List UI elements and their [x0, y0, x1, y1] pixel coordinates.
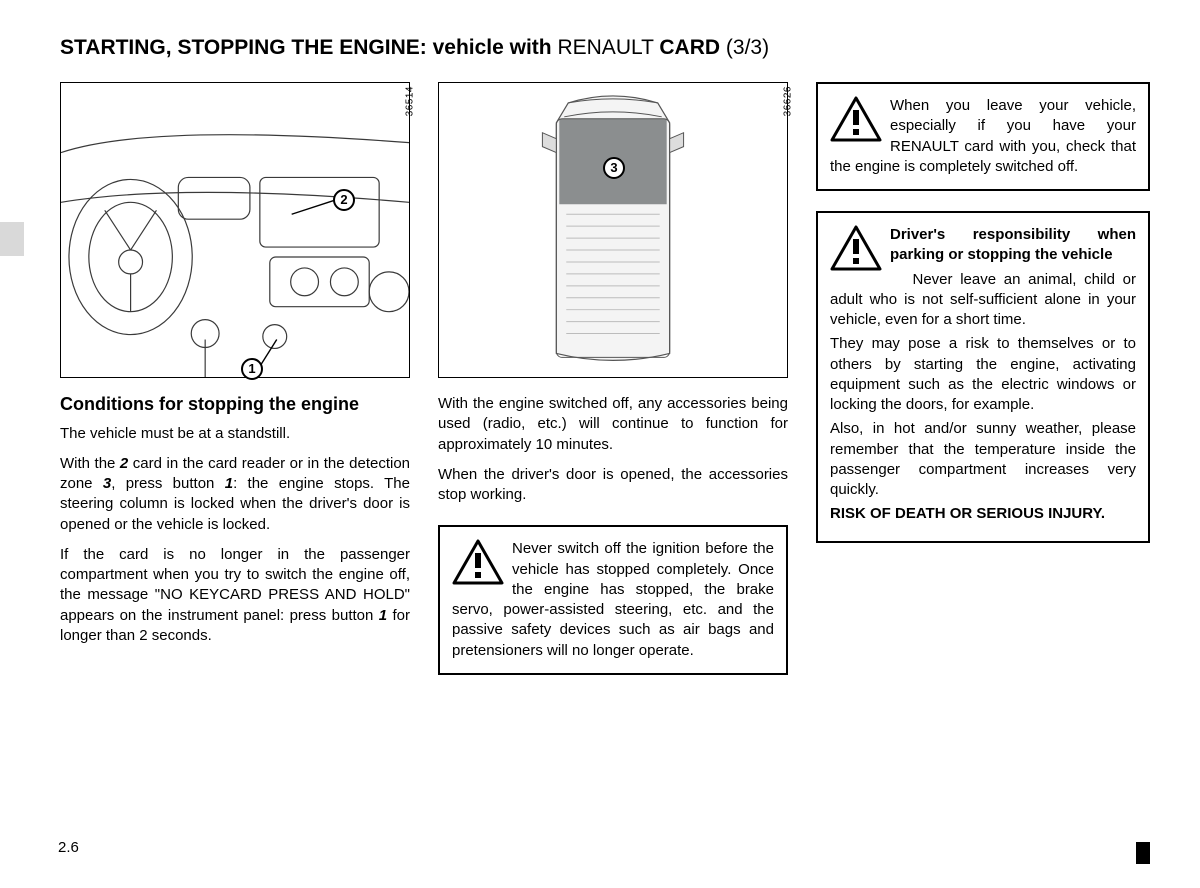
van-top-illustration — [439, 83, 787, 377]
column-3: When you leave your vehicle, especially … — [816, 82, 1150, 675]
title-part-a: STARTING, STOPPING THE ENGINE: vehicle w… — [60, 36, 557, 59]
col1-para-1: The vehicle must be at a standstill. — [60, 424, 410, 444]
warning-box-ignition: Never switch off the ignition before the… — [438, 525, 788, 675]
corner-mark — [1136, 842, 1150, 864]
manual-page: STARTING, STOPPING THE ENGINE: vehicle w… — [0, 0, 1200, 888]
column-1: 36514 — [60, 82, 410, 675]
figure-van-top: 36626 — [438, 82, 788, 378]
figure-dashboard: 36514 — [60, 82, 410, 378]
warning-triangle-icon — [830, 96, 882, 142]
callout-3: 3 — [603, 157, 625, 179]
subheading-conditions: Conditions for stopping the engine — [60, 394, 410, 416]
callout-2: 2 — [333, 189, 355, 211]
page-number: 2.6 — [58, 839, 79, 856]
warning-triangle-icon — [830, 225, 882, 271]
col1-para-3: If the card is no longer in the passenge… — [60, 545, 410, 646]
warning-box-responsibility: Driver's responsibility when parking or … — [816, 211, 1150, 543]
page-title: STARTING, STOPPING THE ENGINE: vehicle w… — [60, 36, 1150, 60]
col2-para-2: When the driver's door is opened, the ac… — [438, 465, 788, 506]
warning-responsibility-p3: Also, in hot and/or sunny weather, pleas… — [830, 419, 1136, 500]
warning-responsibility-risk: RISK OF DEATH OR SERIOUS INJURY. — [830, 504, 1136, 524]
warning-triangle-icon — [452, 539, 504, 585]
title-part-pages: (3/3) — [726, 36, 769, 59]
title-part-b: CARD — [659, 36, 726, 59]
warning-box-leave-vehicle: When you leave your vehicle, especially … — [816, 82, 1150, 191]
dashboard-illustration — [61, 83, 409, 377]
col1-para-2: With the 2 card in the card reader or in… — [60, 454, 410, 535]
column-2: 36626 — [438, 82, 788, 675]
callout-1: 1 — [241, 358, 263, 380]
title-part-light: RENAULT — [557, 36, 659, 59]
warning-responsibility-p1: Never leave an animal, child or adult wh… — [830, 270, 1136, 331]
warning-responsibility-p2: They may pose a risk to themselves or to… — [830, 334, 1136, 415]
col2-para-1: With the engine switched off, any access… — [438, 394, 788, 455]
